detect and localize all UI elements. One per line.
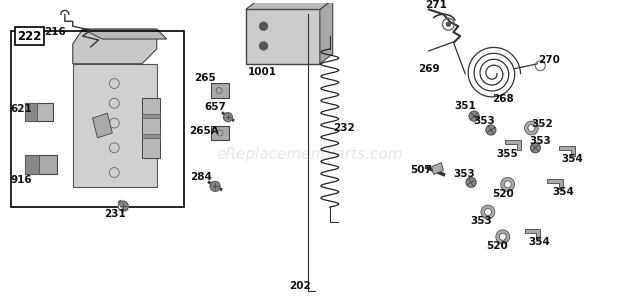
Polygon shape [73,29,157,64]
Text: 354: 354 [552,187,574,197]
Text: 353: 353 [529,136,551,146]
Text: 269: 269 [418,64,440,74]
Polygon shape [92,113,112,138]
Bar [25,103,37,121]
Text: 354: 354 [528,237,551,247]
Text: 352: 352 [531,119,553,129]
Text: 265A: 265A [189,126,219,136]
Polygon shape [505,140,521,150]
Text: 520: 520 [492,189,513,199]
Text: eReplacementParts.com: eReplacementParts.com [216,147,404,162]
Polygon shape [320,0,333,64]
Text: 202: 202 [290,281,311,291]
Bar [246,9,320,64]
Bar [211,126,229,140]
Text: 231: 231 [104,209,126,219]
Text: 351: 351 [454,101,476,111]
Text: 232: 232 [333,123,355,133]
Text: 270: 270 [538,55,560,65]
Bar [25,103,53,121]
Polygon shape [82,29,167,39]
Bar [142,114,160,118]
Circle shape [466,177,476,187]
Bar [142,98,160,158]
Text: 355: 355 [496,149,518,159]
Text: 520: 520 [486,240,508,251]
Text: 222: 222 [17,29,42,42]
Polygon shape [547,179,563,189]
Text: 284: 284 [190,172,212,182]
Circle shape [531,143,540,153]
Text: 268: 268 [492,94,513,104]
Polygon shape [559,146,575,156]
Circle shape [210,182,220,191]
Text: 216: 216 [44,27,66,37]
Text: 271: 271 [425,0,448,11]
Wedge shape [501,177,515,191]
Polygon shape [432,163,443,175]
Circle shape [260,42,267,50]
Text: 1001: 1001 [248,67,277,77]
Text: 265: 265 [194,73,216,82]
Circle shape [118,201,128,211]
Text: 354: 354 [561,154,583,164]
Circle shape [486,125,496,135]
Circle shape [446,22,450,26]
Wedge shape [525,121,538,135]
Text: 353: 353 [470,216,492,226]
Text: 657: 657 [204,102,226,112]
Wedge shape [496,230,510,244]
Text: 353: 353 [473,116,495,126]
Circle shape [469,111,479,121]
Circle shape [260,22,267,30]
Polygon shape [525,229,540,239]
Polygon shape [73,64,157,187]
Bar [25,155,57,175]
Polygon shape [246,0,333,9]
Wedge shape [481,205,495,219]
Text: 507: 507 [410,165,432,175]
Circle shape [223,113,232,122]
Text: 621: 621 [11,104,32,114]
Text: 353: 353 [453,169,475,179]
Bar [12,31,185,207]
Bar [211,82,229,98]
Bar [142,134,160,138]
Text: 916: 916 [11,175,32,185]
Bar [25,155,39,175]
